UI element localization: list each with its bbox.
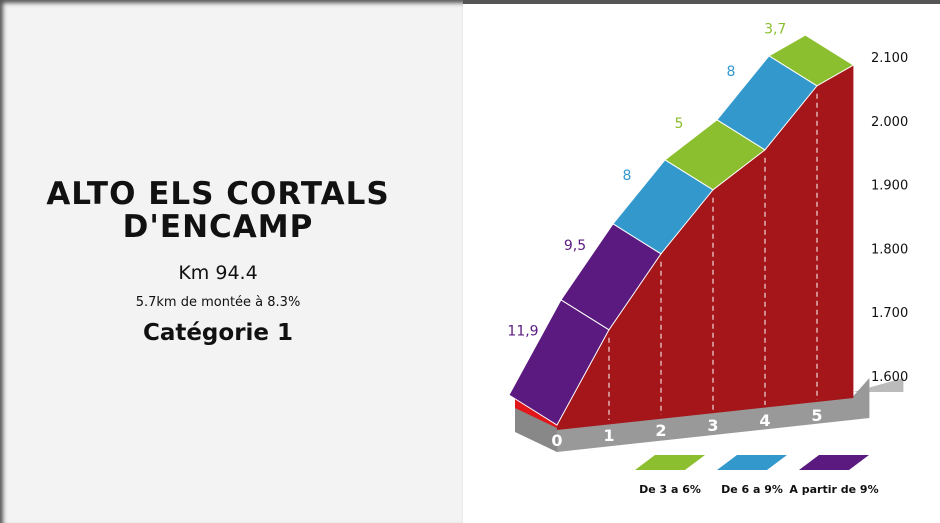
climb-title: ALTO ELS CORTALS D'ENCAMP (46, 176, 390, 245)
km-label: 3 (707, 416, 718, 435)
gradient-label: 5 (675, 116, 684, 132)
km-marker: Km 94.4 (178, 262, 258, 284)
altitude-label: 1.900 (871, 179, 908, 194)
km-label: 0 (551, 431, 562, 450)
gradient-label: 8 (727, 64, 736, 80)
km-label: 5 (811, 406, 822, 425)
km-label: 1 (603, 426, 614, 445)
mountain-face (557, 65, 854, 430)
gradient-label: 3,7 (764, 21, 786, 37)
gradient-label: 11,9 (507, 323, 538, 339)
top-shadow (463, 0, 940, 4)
base-front (557, 378, 870, 452)
legend-label: De 6 a 9% (721, 483, 783, 496)
info-panel: ALTO ELS CORTALS D'ENCAMP Km 94.4 5.7km … (0, 0, 463, 523)
altitude-label: 1.800 (871, 242, 908, 257)
legend-swatch (799, 455, 869, 470)
category: Catégorie 1 (142, 320, 294, 346)
altitude-label: 1.600 (871, 370, 908, 385)
profile-chart: 11,9 9,5 8 5 8 3,7 0 1 2 3 4 5 1.600 1.700 1.800 1.900 2… (463, 0, 940, 523)
legend-label: De 3 a 6% (639, 483, 701, 496)
climb-stats: 5.7km de montée à 8.3% (135, 295, 301, 310)
legend-swatch (635, 455, 705, 470)
km-label: 2 (655, 421, 666, 440)
gradient-band (768, 34, 855, 87)
legend-swatch (717, 455, 787, 470)
gradient-label: 8 (623, 168, 632, 184)
altitude-label: 1.700 (871, 306, 908, 321)
km-label: 4 (759, 411, 770, 430)
altitude-label: 2.100 (871, 51, 908, 66)
altitude-label: 2.000 (871, 115, 908, 130)
gradient-label: 9,5 (564, 238, 586, 254)
legend-label: A partir de 9% (789, 483, 878, 496)
